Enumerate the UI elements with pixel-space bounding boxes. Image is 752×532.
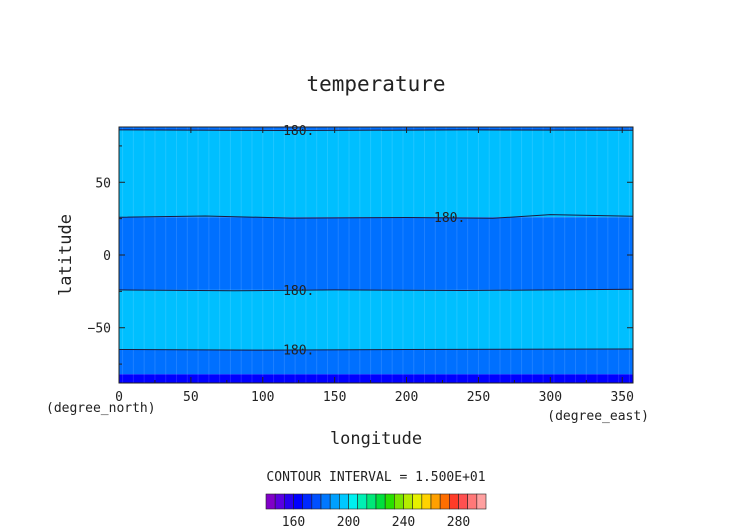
colorbar-swatch	[274, 493, 285, 510]
colorbar-swatch	[449, 493, 459, 510]
x-tick-label: 350	[610, 390, 633, 405]
contour-line	[118, 129, 634, 132]
y-units-label: (degree_north)	[46, 401, 156, 416]
colorbar-swatch	[394, 493, 404, 510]
colorbar: 160 200 240 280	[265, 493, 487, 530]
colorbar-tick-label: 160	[282, 515, 305, 530]
contour-label: 180.	[434, 211, 465, 226]
colorbar-swatch	[430, 493, 441, 510]
colorbar-swatch	[412, 493, 423, 510]
colorbar-swatch	[357, 493, 368, 510]
colorbar-tick-label: 280	[447, 515, 470, 530]
contour-line	[118, 348, 634, 351]
y-tick-label: 50	[95, 176, 111, 191]
x-axis-label: longitude	[330, 429, 422, 449]
colorbar-swatch	[467, 493, 478, 510]
contour-interval-label: CONTOUR INTERVAL = 1.500E+01	[266, 470, 485, 485]
contour-layer: 180. 180. 180. 180.	[118, 124, 634, 359]
colorbar-swatch	[348, 493, 358, 510]
contour-line	[118, 214, 634, 219]
colorbar-tick-label: 240	[392, 515, 415, 530]
colorbar-swatch	[375, 493, 386, 510]
colorbar-swatch	[476, 493, 487, 510]
x-units-label: (degree_east)	[547, 409, 649, 424]
colorbar-tick-label: 200	[337, 515, 360, 530]
contour-line	[118, 288, 634, 292]
x-tick-label: 200	[395, 390, 418, 405]
contour-label: 180.	[283, 284, 314, 299]
axes: 0 50 100 150 200 250 300 350 50 0 −50	[88, 127, 634, 405]
temperature-band	[119, 349, 633, 375]
plot-area	[119, 127, 633, 383]
chart-title: temperature	[306, 72, 445, 96]
contour-label: 180.	[283, 124, 314, 139]
y-tick-label: 0	[103, 249, 111, 264]
temperature-band	[119, 217, 633, 290]
colorbar-swatch	[458, 493, 468, 510]
colorbar-swatch	[320, 493, 331, 510]
temperature-band	[119, 127, 633, 130]
colorbar-swatch	[421, 493, 432, 510]
colorbar-swatch	[439, 493, 450, 510]
x-tick-label: 300	[539, 390, 562, 405]
x-tick-label: 50	[183, 390, 199, 405]
colorbar-swatch	[329, 493, 340, 510]
x-tick-label: 250	[467, 390, 490, 405]
colorbar-swatch	[366, 493, 377, 510]
colorbar-swatch	[284, 493, 294, 510]
colorbar-swatch	[384, 493, 395, 510]
temperature-band	[119, 129, 633, 218]
temperature-band	[119, 289, 633, 350]
colorbar-swatch	[265, 493, 276, 510]
y-axis-label: latitude	[56, 214, 76, 296]
colorbar-swatch	[403, 493, 413, 510]
colorbar-swatch	[293, 493, 303, 510]
colorbar-swatch	[302, 493, 313, 510]
x-tick-label: 0	[115, 390, 123, 405]
colorbar-swatch	[311, 493, 322, 510]
x-tick-label: 150	[323, 390, 346, 405]
colorbar-swatch	[339, 493, 349, 510]
contour-label: 180.	[283, 344, 314, 359]
y-tick-label: −50	[88, 322, 111, 337]
temperature-band	[119, 374, 633, 383]
x-tick-label: 100	[251, 390, 274, 405]
